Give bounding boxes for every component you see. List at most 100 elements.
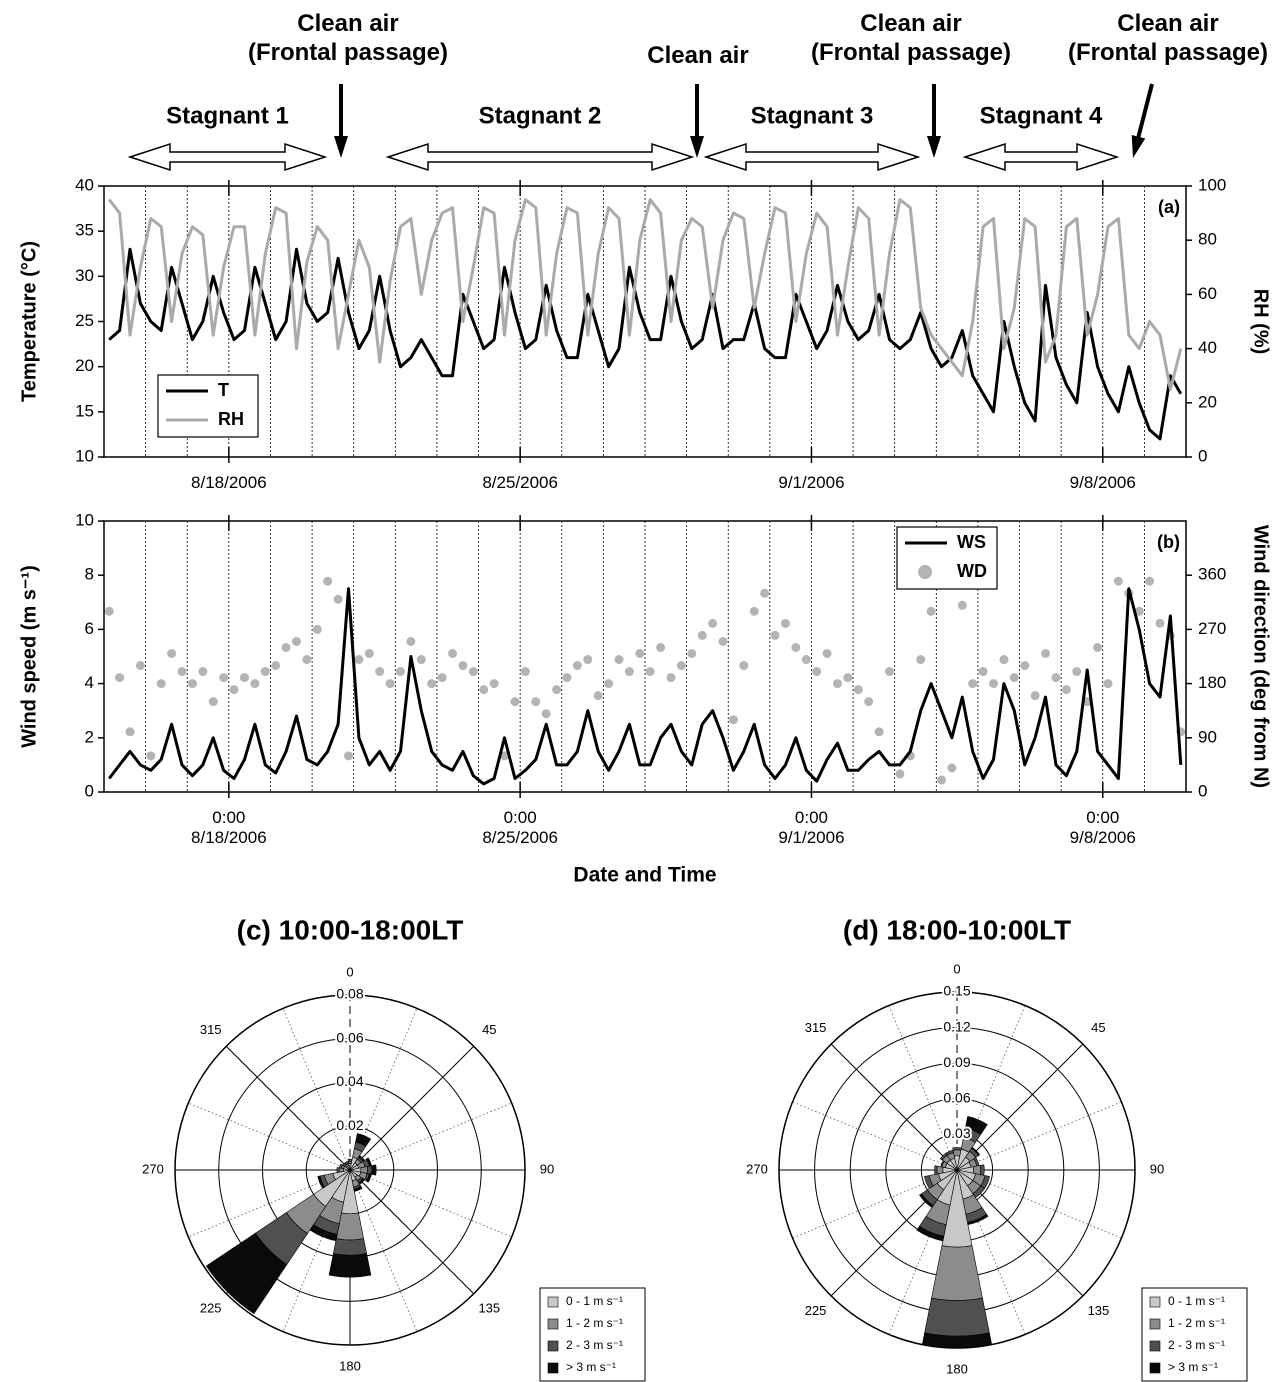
annotation-arrowhead — [1131, 134, 1146, 158]
legend-box — [157, 374, 259, 438]
legend-marker — [547, 1296, 559, 1308]
rose-segment — [336, 1167, 340, 1173]
rose-segment — [934, 1165, 938, 1175]
data-point — [531, 697, 541, 707]
data-point — [1020, 661, 1030, 671]
theta-tick-label: 225 — [200, 1301, 222, 1316]
data-point — [937, 775, 947, 785]
grid-line — [349, 1102, 512, 1171]
grid-line — [792, 1101, 958, 1171]
x-tick-label: 8/25/2006 — [482, 473, 558, 492]
data-point — [1072, 667, 1082, 677]
data-point — [500, 751, 510, 761]
y-axis-label: Wind speed (m s⁻¹) — [18, 565, 40, 748]
data-point — [520, 667, 530, 677]
x-tick-label: 8/18/2006 — [191, 473, 267, 492]
rose-segment — [338, 1163, 344, 1169]
rose-segment — [317, 1175, 325, 1189]
data-point — [593, 691, 603, 701]
period-label: Stagnant 1 — [166, 102, 289, 129]
rose-segment — [371, 1164, 377, 1176]
r-tick-label: 0.03 — [943, 1125, 970, 1141]
data-point — [832, 679, 842, 689]
legend-label: > 3 m s⁻¹ — [566, 1360, 616, 1374]
data-point — [541, 709, 551, 719]
rose-segment — [952, 1147, 962, 1151]
annotation: Clean air (Frontal passage) — [1067, 10, 1269, 66]
legend-label: 1 - 2 m s⁻¹ — [1168, 1316, 1225, 1330]
y2-tick-label: 270 — [1198, 619, 1226, 638]
r-tick-label: 0.06 — [336, 1029, 363, 1045]
data-point — [364, 648, 374, 658]
data-point — [926, 606, 936, 616]
grid-line — [956, 1169, 1026, 1335]
r-tick-label: 0.15 — [943, 983, 970, 999]
data-point — [416, 655, 426, 665]
y2-tick-label: 100 — [1198, 175, 1226, 194]
x-tick-label: 0:00 8/25/2006 — [482, 808, 558, 848]
theta-tick-label: 45 — [482, 1022, 496, 1037]
y2-tick-label: 40 — [1198, 338, 1217, 357]
rose-segment — [328, 1253, 372, 1278]
r-tick-label: 0.08 — [336, 986, 363, 1002]
legend-label: WS — [957, 532, 986, 552]
rose-segment — [971, 1146, 981, 1156]
data-point — [468, 667, 478, 677]
data-point — [884, 667, 894, 677]
theta-tick-label: 135 — [478, 1301, 500, 1316]
data-point — [812, 667, 822, 677]
r-tick-label: 0.02 — [336, 1117, 363, 1133]
data-point — [354, 655, 364, 665]
data-point — [780, 618, 790, 628]
grid-line — [888, 1005, 958, 1171]
y-tick-label: 10 — [75, 510, 94, 529]
r-tick-label: 0.04 — [336, 1073, 363, 1089]
y2-tick-label: 20 — [1198, 392, 1217, 411]
period-label: Stagnant 2 — [479, 102, 602, 129]
data-point — [396, 667, 406, 677]
data-point — [822, 648, 832, 658]
data-point — [656, 642, 666, 652]
data-point — [1030, 691, 1040, 701]
legend-label: 2 - 3 m s⁻¹ — [566, 1338, 623, 1352]
rose-segment — [924, 1175, 934, 1189]
data-point — [562, 673, 572, 683]
y-tick-label: 15 — [75, 401, 94, 420]
data-point — [135, 661, 145, 671]
data-point — [895, 769, 905, 779]
data-point — [999, 655, 1009, 665]
period-label: Stagnant 3 — [751, 102, 874, 129]
legend-label: 1 - 2 m s⁻¹ — [566, 1316, 623, 1330]
y-axis-label: Temperature (°C) — [18, 241, 40, 402]
grid-line — [188, 1102, 351, 1171]
y-tick-label: 40 — [75, 175, 94, 194]
data-point — [801, 655, 811, 665]
rose-segment — [924, 1297, 990, 1337]
grid-line — [888, 1169, 958, 1335]
panel-label: (a) — [1158, 197, 1180, 217]
data-point — [177, 667, 187, 677]
data-point — [708, 618, 718, 628]
data-point — [104, 606, 114, 616]
y-tick-label: 8 — [85, 565, 94, 584]
data-point — [343, 751, 353, 761]
legend-marker — [1149, 1318, 1161, 1330]
y2-tick-label: 90 — [1198, 727, 1217, 746]
legend-marker — [547, 1362, 559, 1374]
legend-marker — [547, 1340, 559, 1352]
y2-tick-label: 0 — [1198, 781, 1207, 800]
rose-segment — [205, 1232, 288, 1315]
data-point — [510, 697, 520, 707]
rose-segment — [344, 1161, 350, 1165]
data-point — [208, 697, 218, 707]
data-point — [1145, 576, 1155, 586]
theta-tick-label: 45 — [1091, 1020, 1105, 1035]
r-tick-label: 0.12 — [943, 1018, 970, 1034]
data-point — [552, 685, 562, 695]
plot-frame — [103, 520, 1187, 793]
data-point — [115, 673, 125, 683]
data-point — [1134, 606, 1144, 616]
y-tick-label: 0 — [85, 781, 94, 800]
data-point — [281, 642, 291, 652]
